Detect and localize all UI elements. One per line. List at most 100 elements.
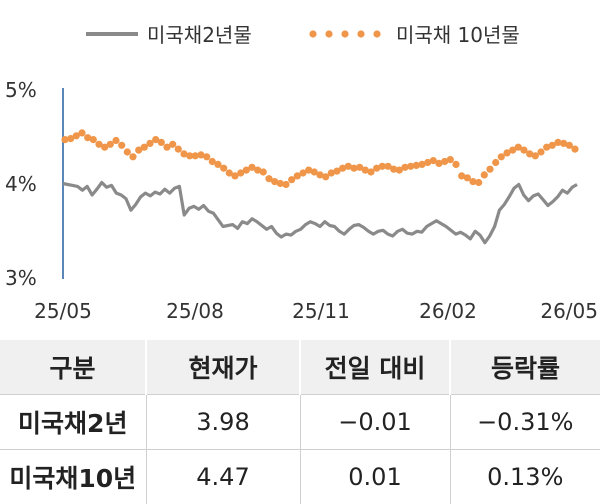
series-point-10y — [333, 167, 341, 175]
series-point-10y — [305, 166, 313, 174]
header-change: 전일 대비 — [299, 340, 450, 395]
series-point-10y — [441, 157, 449, 166]
legend-dot — [373, 30, 381, 38]
series-point-10y — [463, 174, 471, 182]
series-point-10y — [61, 136, 69, 144]
x-tick-label: 25/11 — [292, 299, 350, 323]
row-price: 3.98 — [145, 394, 300, 450]
series-point-10y — [407, 162, 415, 170]
series-point-10y — [157, 138, 165, 146]
series-point-10y — [214, 160, 222, 168]
series-point-10y — [322, 173, 330, 181]
series-point-10y — [288, 176, 296, 184]
table-row: 미국채10년 4.47 0.01 0.13% — [0, 449, 600, 504]
series-point-10y — [259, 168, 267, 176]
series-point-10y — [520, 146, 528, 154]
series-point-10y — [486, 165, 494, 173]
series-point-10y — [163, 143, 171, 151]
series-point-10y — [299, 169, 307, 177]
series-point-10y — [344, 162, 352, 170]
series-point-10y — [361, 166, 369, 174]
series-point-10y — [84, 134, 92, 142]
table-header-row: 구분 현재가 전일 대비 등락률 — [0, 340, 600, 395]
series-point-10y — [180, 150, 188, 158]
series-point-10y — [220, 164, 228, 172]
series-point-10y — [446, 156, 454, 164]
series-point-10y — [112, 136, 120, 145]
series-point-10y — [106, 140, 114, 148]
series-point-10y — [293, 172, 301, 180]
x-tick-label: 26/02 — [419, 299, 477, 323]
series-point-10y — [225, 169, 233, 177]
y-tick-label: 5% — [5, 78, 37, 102]
series-point-10y — [191, 152, 199, 160]
series-point-10y — [135, 146, 143, 154]
series-point-10y — [565, 141, 573, 149]
series-point-10y — [197, 151, 205, 159]
y-tick-label: 4% — [5, 172, 37, 196]
series-point-10y — [316, 171, 324, 179]
quote-table: 구분 현재가 전일 대비 등락률 미국채2년 3.98 −0.01 −0.31%… — [0, 340, 600, 504]
series-point-10y — [469, 178, 477, 186]
series-point-10y — [424, 158, 432, 167]
series-point-10y — [373, 164, 381, 172]
legend-label-2y: 미국채2년물 — [147, 23, 252, 47]
x-tick-label: 25/05 — [34, 299, 92, 323]
series-point-10y — [237, 169, 245, 177]
header-rate: 등락률 — [449, 340, 600, 395]
series-point-10y — [412, 161, 420, 169]
x-tick-label: 26/05 — [540, 299, 598, 323]
series-point-10y — [208, 157, 216, 166]
table-row: 미국채2년 3.98 −0.01 −0.31% — [0, 394, 600, 450]
row-name: 미국채10년 — [0, 449, 146, 504]
series-point-10y — [418, 160, 426, 168]
series-dots-10y — [61, 129, 579, 189]
legend-dot — [325, 30, 333, 38]
series-point-10y — [537, 148, 545, 156]
series-point-10y — [458, 172, 466, 180]
series-point-10y — [72, 132, 80, 140]
series-point-10y — [514, 143, 522, 151]
series-point-10y — [271, 178, 279, 186]
legend-dot — [341, 30, 349, 38]
series-point-10y — [497, 153, 505, 161]
series-point-10y — [384, 162, 392, 170]
series-point-10y — [378, 162, 386, 170]
series-point-10y — [276, 179, 284, 188]
series-point-10y — [95, 140, 103, 148]
yield-chart: 미국채2년물 미국채 10년물 5% 4% 3% 25/05 25/08 25/… — [5, 23, 598, 323]
row-rate: 0.13% — [449, 449, 600, 504]
series-point-10y — [554, 138, 562, 146]
series-point-10y — [186, 152, 194, 160]
series-point-10y — [327, 169, 335, 177]
series-point-10y — [367, 168, 375, 176]
series-point-10y — [67, 135, 75, 143]
row-change: −0.01 — [299, 394, 450, 450]
header-price: 현재가 — [145, 340, 300, 395]
series-point-10y — [254, 166, 262, 174]
series-point-10y — [390, 165, 398, 173]
series-point-10y — [310, 168, 318, 176]
series-point-10y — [265, 175, 273, 183]
series-point-10y — [101, 143, 109, 151]
series-point-10y — [571, 145, 579, 153]
series-point-10y — [339, 164, 347, 172]
series-line-2y — [62, 180, 578, 245]
y-tick-label: 3% — [5, 266, 37, 290]
series-point-10y — [395, 166, 403, 174]
series-point-10y — [435, 159, 443, 167]
series-point-10y — [140, 143, 148, 151]
row-change: 0.01 — [299, 449, 450, 504]
series-point-10y — [401, 163, 409, 171]
x-tick-label: 25/08 — [166, 299, 224, 323]
header-category: 구분 — [0, 340, 146, 395]
series-point-10y — [89, 136, 97, 144]
series-point-10y — [350, 164, 358, 172]
series-point-10y — [543, 143, 551, 151]
series-point-10y — [118, 141, 126, 149]
series-point-10y — [492, 158, 500, 167]
series-point-10y — [429, 157, 437, 165]
row-name: 미국채2년 — [0, 394, 146, 450]
series-point-10y — [560, 139, 568, 147]
series-point-10y — [531, 152, 539, 160]
